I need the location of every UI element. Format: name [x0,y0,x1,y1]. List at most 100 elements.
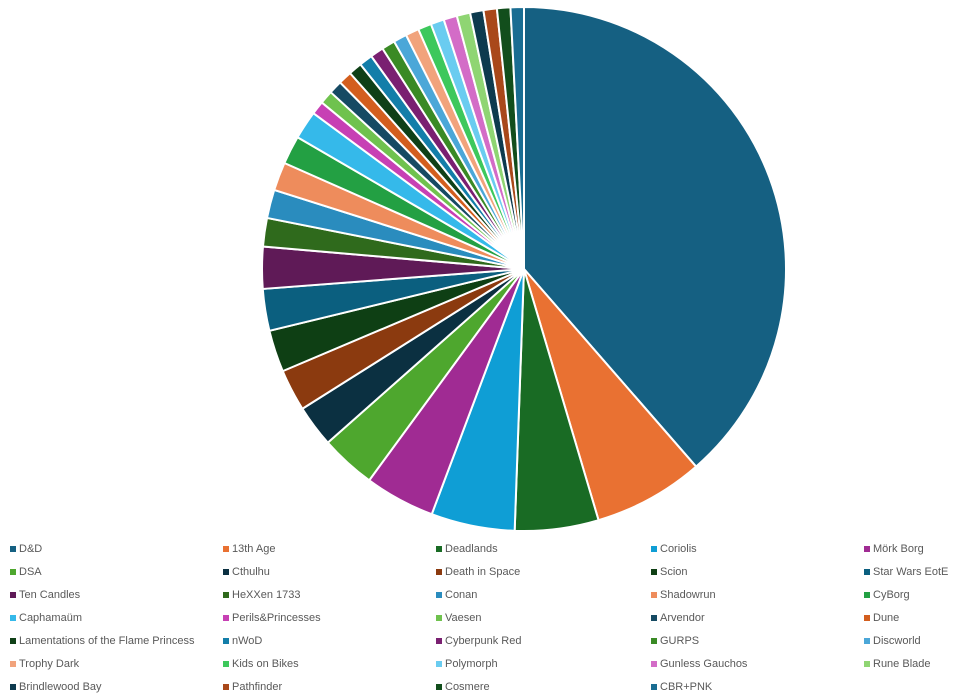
legend-item: Trophy Dark [10,657,79,671]
legend-label: Cosmere [445,681,490,693]
legend-swatch [223,638,229,644]
chart-legend: D&D 13th Age Deadlands Coriolis Mörk Borg DSA… [0,540,967,697]
legend-label: Dune [873,612,900,624]
legend-swatch [10,615,16,621]
legend-label: Polymorph [445,658,498,670]
legend-swatch [436,615,442,621]
legend-swatch [864,592,870,598]
legend-swatch [864,569,870,575]
legend-item: GURPS [651,634,699,648]
legend-swatch [651,569,657,575]
legend-item: CBR+PNK [651,680,712,694]
legend-label: Gunless Gauchos [660,658,748,670]
legend-item: Lamentations of the Flame Princess [10,634,194,648]
legend-label: Vaesen [445,612,482,624]
pie-slices [261,5,788,532]
legend-label: Conan [445,589,478,601]
legend-item: D&D [10,542,42,556]
pie-slice-13th-age [523,268,698,522]
legend-item: Vaesen [436,611,482,625]
legend-label: D&D [19,543,43,555]
legend-label: CyBorg [873,589,910,601]
legend-item: Scion [651,565,688,579]
legend-swatch [436,661,442,667]
legend-swatch [651,638,657,644]
legend-item: Gunless Gauchos [651,657,747,671]
legend-label: CBR+PNK [660,681,713,693]
legend-item: nWoD [223,634,262,648]
legend-swatch [223,546,229,552]
legend-label: Coriolis [660,543,697,555]
legend-label: Discworld [873,635,921,647]
legend-swatch [864,661,870,667]
legend-label: Star Wars EotE [873,566,949,578]
legend-item: Death in Space [436,565,520,579]
legend-item: CyBorg [864,588,910,602]
legend-item: Caphamaüm [10,611,82,625]
legend-label: Death in Space [445,566,521,578]
pie-slice-cbr-pnk [509,5,525,270]
legend-swatch [223,661,229,667]
legend-item: 13th Age [223,542,275,556]
legend-item: Arvendor [651,611,705,625]
legend-swatch [651,684,657,690]
pie-slice-d-d [523,6,788,468]
legend-label: Deadlands [445,543,498,555]
legend-swatch [10,569,16,575]
legend-item: Perils&Princesses [223,611,321,625]
legend-label: HeXXen 1733 [232,589,301,601]
legend-label: Brindlewood Bay [19,681,102,693]
legend-label: DSA [19,566,42,578]
legend-swatch [864,638,870,644]
legend-item: Rune Blade [864,657,931,671]
legend-label: Ten Candles [19,589,81,601]
legend-item: Brindlewood Bay [10,680,102,694]
legend-item: DSA [10,565,42,579]
legend-label: Pathfinder [232,681,283,693]
legend-label: GURPS [660,635,700,647]
legend-swatch [864,546,870,552]
legend-label: Lamentations of the Flame Princess [19,635,195,647]
pie-chart [261,5,788,532]
legend-swatch [223,569,229,575]
legend-item: Star Wars EotE [864,565,948,579]
legend-label: Rune Blade [873,658,931,670]
legend-label: 13th Age [232,543,276,555]
legend-swatch [10,638,16,644]
legend-swatch [651,615,657,621]
legend-item: Deadlands [436,542,498,556]
legend-label: Cyberpunk Red [445,635,522,647]
legend-swatch [651,592,657,598]
legend-label: Caphamaüm [19,612,82,624]
legend-swatch [10,661,16,667]
legend-item: HeXXen 1733 [223,588,301,602]
legend-swatch [651,546,657,552]
legend-swatch [10,546,16,552]
legend-label: nWoD [232,635,263,647]
legend-swatch [436,569,442,575]
legend-label: Trophy Dark [19,658,80,670]
legend-item: Cthulhu [223,565,270,579]
legend-swatch [223,615,229,621]
legend-swatch [436,684,442,690]
legend-item: Kids on Bikes [223,657,299,671]
legend-swatch [436,638,442,644]
legend-item: Mörk Borg [864,542,924,556]
legend-label: Perils&Princesses [232,612,321,624]
legend-label: Kids on Bikes [232,658,299,670]
legend-item: Cyberpunk Red [436,634,521,648]
legend-swatch [436,592,442,598]
legend-item: Dune [864,611,899,625]
legend-swatch [10,684,16,690]
legend-swatch [436,546,442,552]
legend-item: Cosmere [436,680,490,694]
legend-label: Mörk Borg [873,543,924,555]
legend-item: Coriolis [651,542,697,556]
legend-label: Scion [660,566,688,578]
legend-item: Ten Candles [10,588,80,602]
legend-swatch [223,592,229,598]
legend-swatch [10,592,16,598]
legend-label: Shadowrun [660,589,716,601]
legend-item: Discworld [864,634,921,648]
legend-item: Conan [436,588,477,602]
